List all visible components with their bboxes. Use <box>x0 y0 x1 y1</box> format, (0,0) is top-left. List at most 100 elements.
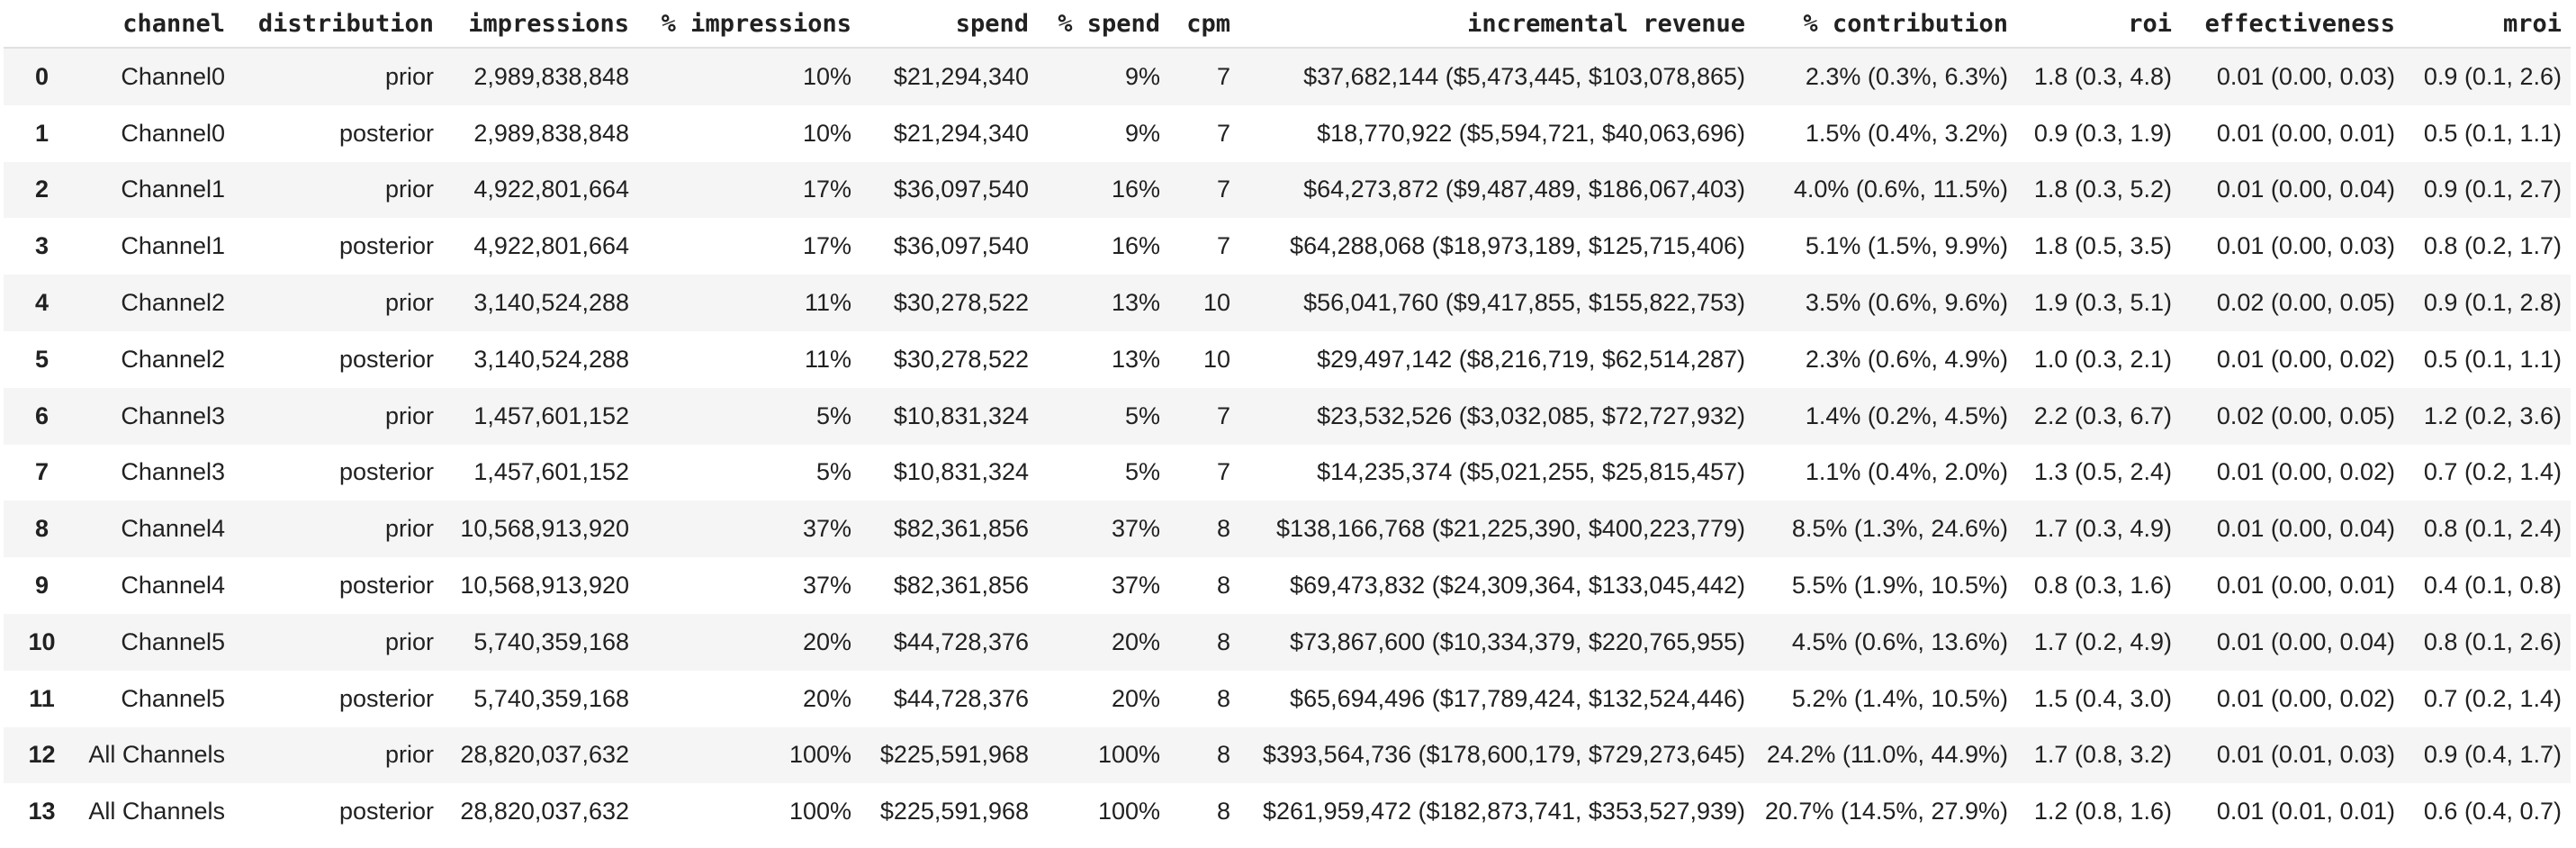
table-cell: prior <box>234 48 443 105</box>
table-cell: Channel4 <box>80 501 234 558</box>
table-cell: 1.8 (0.3, 4.8) <box>2017 48 2181 105</box>
table-cell: 37% <box>1111 572 1160 600</box>
table-body: 0 Channel0 prior 2,989,838,848 10% $21,294,34… <box>4 48 2571 840</box>
table-cell: $82,361,856 <box>860 501 1038 558</box>
row-index: 13 <box>28 798 56 825</box>
table-cell: 8 <box>1216 798 1230 825</box>
table-cell: 2.3% (0.6%, 4.9%) <box>1805 345 2008 373</box>
table-cell: $10,831,324 <box>893 458 1029 486</box>
table-cell: posterior <box>338 119 434 147</box>
table-cell: 0.7 (0.2, 1.4) <box>2423 684 2562 712</box>
column-header: % spend <box>1038 0 1169 49</box>
table-row: 3 Channel1 posterior 4,922,801,664 17% $36,09… <box>4 218 2571 275</box>
table-row: 9 Channel4 posterior 10,568,913,920 37% $82,3… <box>4 557 2571 614</box>
table-cell: 0.9 (0.3, 1.9) <box>2033 119 2172 147</box>
table-cell: 11% <box>804 345 851 373</box>
column-header: impressions <box>443 0 638 49</box>
column-header: roi <box>2017 0 2181 49</box>
table-cell: Channel1 <box>80 161 234 219</box>
table-cell: 0.01 (0.00, 0.01) <box>2216 119 2395 147</box>
table-cell: $225,591,968 <box>860 726 1038 784</box>
table-cell: 1.2 (0.2, 3.6) <box>2404 387 2571 445</box>
table-cell: 0.8 (0.1, 2.4) <box>2404 501 2571 558</box>
table-cell: 0.01 (0.00, 0.02) <box>2216 345 2395 373</box>
table-cell: 1,457,601,152 <box>443 387 638 445</box>
table-cell: Channel5 <box>121 684 225 712</box>
column-header: incremental revenue <box>1239 0 1754 49</box>
table-cell: 1.8 (0.5, 3.5) <box>2033 232 2172 260</box>
table-cell: 8 <box>1216 684 1230 712</box>
table-cell: 7 <box>1169 48 1239 105</box>
table-cell: All Channels <box>80 726 234 784</box>
table-cell: 7 <box>1169 161 1239 219</box>
table-cell: prior <box>234 387 443 445</box>
row-index: 11 <box>29 684 55 712</box>
table-cell: 4.0% (0.6%, 11.5%) <box>1754 161 2017 219</box>
table-cell: $21,294,340 <box>860 48 1038 105</box>
table-cell: 0.01 (0.00, 0.04) <box>2181 613 2404 671</box>
index-header <box>4 0 80 49</box>
table-cell: 3,140,524,288 <box>473 345 629 373</box>
table-cell: $64,288,068 ($18,973,189, $125,715,406) <box>1290 232 1745 260</box>
table-cell: Channel1 <box>121 232 225 260</box>
table-cell: $44,728,376 <box>860 613 1038 671</box>
table-cell: 20% <box>638 613 860 671</box>
table-row: 6 Channel3 prior 1,457,601,152 5% $10,831,324… <box>4 387 2571 445</box>
table-cell: 0.01 (0.00, 0.01) <box>2216 572 2395 600</box>
table-cell: 16% <box>1038 161 1169 219</box>
table-row: 11 Channel5 posterior 5,740,359,168 20% $44,7… <box>4 671 2571 727</box>
table-cell: $69,473,832 ($24,309,364, $133,045,442) <box>1290 572 1745 600</box>
table-row: 13 All Channels posterior 28,820,037,632 100… <box>4 783 2571 840</box>
table-cell: 10% <box>638 48 860 105</box>
column-header: cpm <box>1169 0 1239 49</box>
row-index: 5 <box>34 345 50 373</box>
table-cell: 8.5% (1.3%, 24.6%) <box>1754 501 2017 558</box>
table-cell: 20% <box>802 684 851 712</box>
table-cell: 0.6 (0.4, 0.7) <box>2423 798 2562 825</box>
row-index: 4 <box>4 275 80 331</box>
table-cell: Channel3 <box>80 387 234 445</box>
table-cell: 10,568,913,920 <box>443 501 638 558</box>
table-cell: 8 <box>1169 726 1239 784</box>
table-cell: 1.4% (0.2%, 4.5%) <box>1754 387 2017 445</box>
table-cell: 1.5% (0.4%, 3.2%) <box>1805 119 2008 147</box>
table-cell: 2.3% (0.3%, 6.3%) <box>1754 48 2017 105</box>
table-cell: $23,532,526 ($3,032,085, $72,727,932) <box>1239 387 1754 445</box>
table-row: 5 Channel2 posterior 3,140,524,288 11% $30,27… <box>4 331 2571 388</box>
table-cell: 1.7 (0.2, 4.9) <box>2017 613 2181 671</box>
table-cell: 16% <box>1111 232 1160 260</box>
table-row: 2 Channel1 prior 4,922,801,664 17% $36,097,54… <box>4 161 2571 219</box>
table-cell: posterior <box>338 345 434 373</box>
table-cell: prior <box>234 726 443 784</box>
table-cell: 8 <box>1216 572 1230 600</box>
table-cell: 0.01 (0.01, 0.01) <box>2216 798 2395 825</box>
table-cell: 0.7 (0.2, 1.4) <box>2423 458 2562 486</box>
table-cell: 10 <box>1169 275 1239 331</box>
table-cell: 0.9 (0.1, 2.6) <box>2404 48 2571 105</box>
table-cell: 4,922,801,664 <box>443 161 638 219</box>
table-cell: 0.01 (0.00, 0.02) <box>2216 684 2395 712</box>
table-cell: 0.02 (0.00, 0.05) <box>2181 275 2404 331</box>
table-cell: 10,568,913,920 <box>460 572 629 600</box>
table-row: 12 All Channels prior 28,820,037,632 100% $22… <box>4 726 2571 784</box>
table-cell: Channel0 <box>121 119 225 147</box>
table-cell: $65,694,496 ($17,789,424, $132,524,446) <box>1290 684 1745 712</box>
table-cell: posterior <box>338 572 434 600</box>
table-cell: $82,361,856 <box>893 572 1029 600</box>
column-header: % impressions <box>638 0 860 49</box>
table-cell: prior <box>234 613 443 671</box>
table-cell: 5.5% (1.9%, 10.5%) <box>1791 572 2008 600</box>
table-cell: Channel4 <box>121 572 225 600</box>
table-cell: Channel5 <box>80 613 234 671</box>
table-cell: 100% <box>1097 798 1160 825</box>
table-cell: 1.2 (0.8, 1.6) <box>2033 798 2172 825</box>
table-cell: 7 <box>1216 119 1230 147</box>
row-index: 3 <box>34 232 50 260</box>
table-cell: $44,728,376 <box>893 684 1029 712</box>
table-cell: 1.3 (0.5, 2.4) <box>2033 458 2172 486</box>
table-cell: 0.01 (0.00, 0.03) <box>2216 232 2395 260</box>
row-index: 6 <box>4 387 80 445</box>
table-cell: 8 <box>1169 501 1239 558</box>
table-row: 4 Channel2 prior 3,140,524,288 11% $30,278,52… <box>4 275 2571 331</box>
